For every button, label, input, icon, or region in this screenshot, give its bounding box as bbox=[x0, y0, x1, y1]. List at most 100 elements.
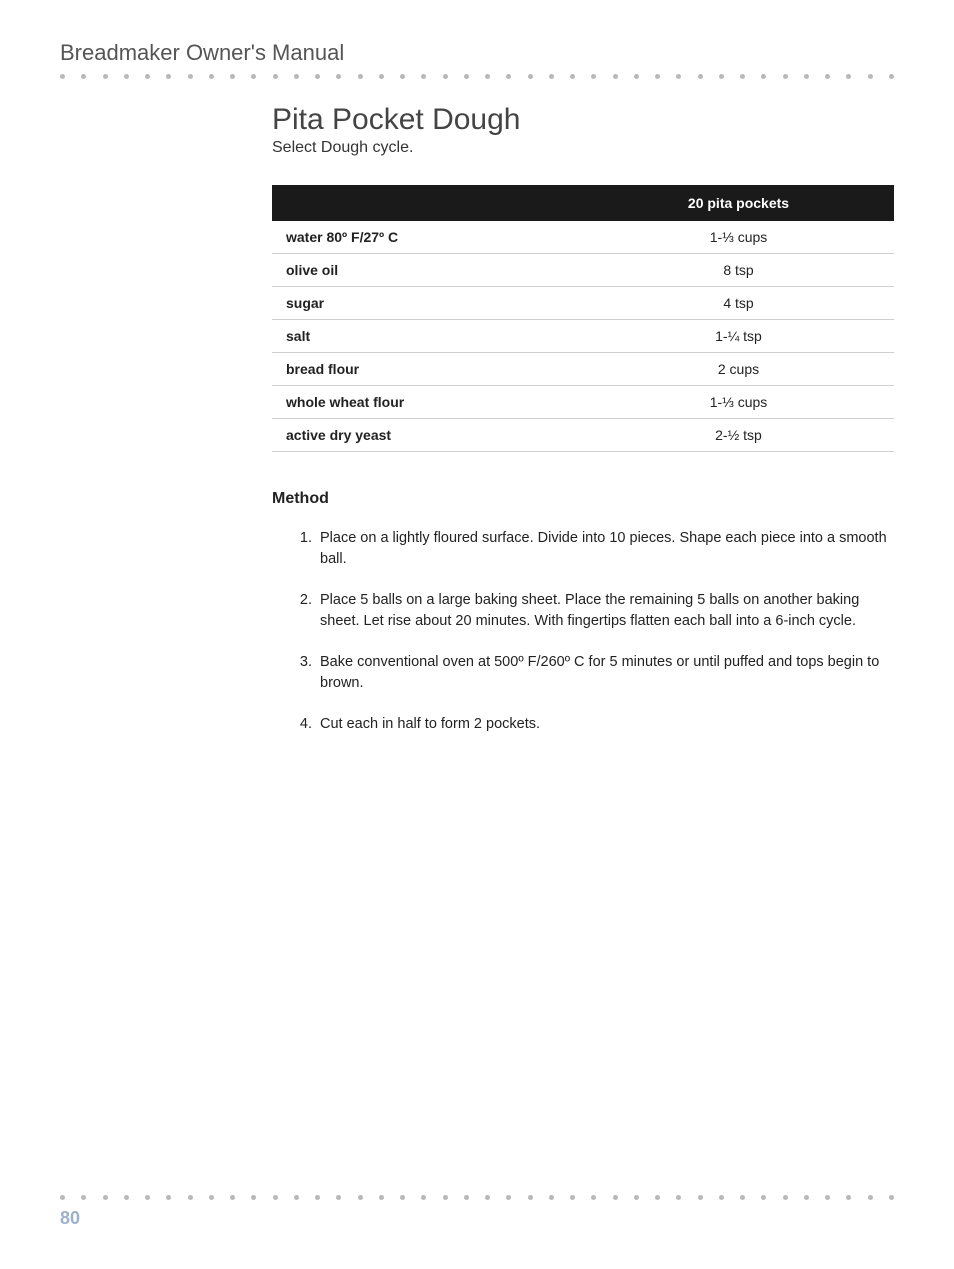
decorative-dot bbox=[230, 1195, 235, 1200]
ingredient-amount: 1-⅓ cups bbox=[583, 221, 894, 254]
decorative-dot bbox=[230, 74, 235, 79]
decorative-dot bbox=[188, 74, 193, 79]
ingredient-name: active dry yeast bbox=[272, 419, 583, 452]
decorative-dot bbox=[783, 74, 788, 79]
decorative-dot bbox=[804, 74, 809, 79]
decorative-dot bbox=[251, 1195, 256, 1200]
decorative-dot bbox=[634, 1195, 639, 1200]
decorative-dot bbox=[676, 74, 681, 79]
decorative-dot bbox=[676, 1195, 681, 1200]
decorative-dot bbox=[506, 74, 511, 79]
bottom-dot-border bbox=[60, 1195, 894, 1200]
decorative-dot bbox=[81, 1195, 86, 1200]
decorative-dot bbox=[379, 1195, 384, 1200]
decorative-dot bbox=[294, 1195, 299, 1200]
decorative-dot bbox=[698, 1195, 703, 1200]
ingredient-amount: 2 cups bbox=[583, 353, 894, 386]
decorative-dot bbox=[655, 74, 660, 79]
ingredient-amount: 8 tsp bbox=[583, 254, 894, 287]
decorative-dot bbox=[761, 74, 766, 79]
table-row: water 80º F/27º C1-⅓ cups bbox=[272, 221, 894, 254]
decorative-dot bbox=[336, 1195, 341, 1200]
decorative-dot bbox=[273, 1195, 278, 1200]
ingredient-name: olive oil bbox=[272, 254, 583, 287]
decorative-dot bbox=[655, 1195, 660, 1200]
decorative-dot bbox=[761, 1195, 766, 1200]
table-row: whole wheat flour1-⅓ cups bbox=[272, 386, 894, 419]
decorative-dot bbox=[591, 1195, 596, 1200]
recipe-title: Pita Pocket Dough bbox=[272, 103, 894, 137]
table-row: sugar4 tsp bbox=[272, 287, 894, 320]
decorative-dot bbox=[846, 1195, 851, 1200]
decorative-dot bbox=[868, 74, 873, 79]
decorative-dot bbox=[209, 1195, 214, 1200]
decorative-dot bbox=[570, 74, 575, 79]
recipe-content: Pita Pocket Dough Select Dough cycle. 20… bbox=[272, 103, 894, 735]
decorative-dot bbox=[889, 74, 894, 79]
decorative-dot bbox=[528, 1195, 533, 1200]
decorative-dot bbox=[485, 1195, 490, 1200]
decorative-dot bbox=[294, 74, 299, 79]
recipe-subtitle: Select Dough cycle. bbox=[272, 139, 894, 157]
decorative-dot bbox=[570, 1195, 575, 1200]
decorative-dot bbox=[868, 1195, 873, 1200]
decorative-dot bbox=[145, 1195, 150, 1200]
decorative-dot bbox=[613, 74, 618, 79]
decorative-dot bbox=[634, 74, 639, 79]
method-step: Bake conventional oven at 500º F/260º C … bbox=[316, 652, 894, 694]
decorative-dot bbox=[889, 1195, 894, 1200]
page-number: 80 bbox=[60, 1208, 894, 1229]
decorative-dot bbox=[209, 74, 214, 79]
decorative-dot bbox=[315, 74, 320, 79]
decorative-dot bbox=[783, 1195, 788, 1200]
ingredient-name: water 80º F/27º C bbox=[272, 221, 583, 254]
top-dot-border bbox=[60, 74, 894, 79]
method-step: Place 5 balls on a large baking sheet. P… bbox=[316, 590, 894, 632]
table-row: active dry yeast2-½ tsp bbox=[272, 419, 894, 452]
decorative-dot bbox=[315, 1195, 320, 1200]
decorative-dot bbox=[443, 74, 448, 79]
decorative-dot bbox=[145, 74, 150, 79]
decorative-dot bbox=[379, 74, 384, 79]
decorative-dot bbox=[591, 74, 596, 79]
ingredient-amount: 2-½ tsp bbox=[583, 419, 894, 452]
decorative-dot bbox=[103, 1195, 108, 1200]
decorative-dot bbox=[166, 74, 171, 79]
ingredient-name: salt bbox=[272, 320, 583, 353]
decorative-dot bbox=[528, 74, 533, 79]
decorative-dot bbox=[506, 1195, 511, 1200]
manual-header: Breadmaker Owner's Manual bbox=[60, 40, 894, 66]
decorative-dot bbox=[124, 74, 129, 79]
decorative-dot bbox=[103, 74, 108, 79]
decorative-dot bbox=[421, 74, 426, 79]
ingredients-table: 20 pita pockets water 80º F/27º C1-⅓ cup… bbox=[272, 185, 894, 452]
decorative-dot bbox=[549, 1195, 554, 1200]
decorative-dot bbox=[443, 1195, 448, 1200]
ingredient-amount: 1-¼ tsp bbox=[583, 320, 894, 353]
decorative-dot bbox=[60, 74, 65, 79]
decorative-dot bbox=[400, 74, 405, 79]
decorative-dot bbox=[273, 74, 278, 79]
decorative-dot bbox=[188, 1195, 193, 1200]
decorative-dot bbox=[804, 1195, 809, 1200]
table-row: bread flour2 cups bbox=[272, 353, 894, 386]
decorative-dot bbox=[485, 74, 490, 79]
ingredient-name: sugar bbox=[272, 287, 583, 320]
decorative-dot bbox=[698, 74, 703, 79]
table-header-row: 20 pita pockets bbox=[272, 185, 894, 221]
decorative-dot bbox=[740, 74, 745, 79]
decorative-dot bbox=[336, 74, 341, 79]
ingredient-amount: 1-⅓ cups bbox=[583, 386, 894, 419]
method-step: Place on a lightly floured surface. Divi… bbox=[316, 528, 894, 570]
decorative-dot bbox=[825, 74, 830, 79]
decorative-dot bbox=[846, 74, 851, 79]
decorative-dot bbox=[740, 1195, 745, 1200]
decorative-dot bbox=[719, 1195, 724, 1200]
decorative-dot bbox=[719, 74, 724, 79]
table-row: salt1-¼ tsp bbox=[272, 320, 894, 353]
decorative-dot bbox=[549, 74, 554, 79]
method-list: Place on a lightly floured surface. Divi… bbox=[272, 528, 894, 735]
method-step: Cut each in half to form 2 pockets. bbox=[316, 714, 894, 735]
table-header-yield: 20 pita pockets bbox=[583, 185, 894, 221]
decorative-dot bbox=[464, 74, 469, 79]
